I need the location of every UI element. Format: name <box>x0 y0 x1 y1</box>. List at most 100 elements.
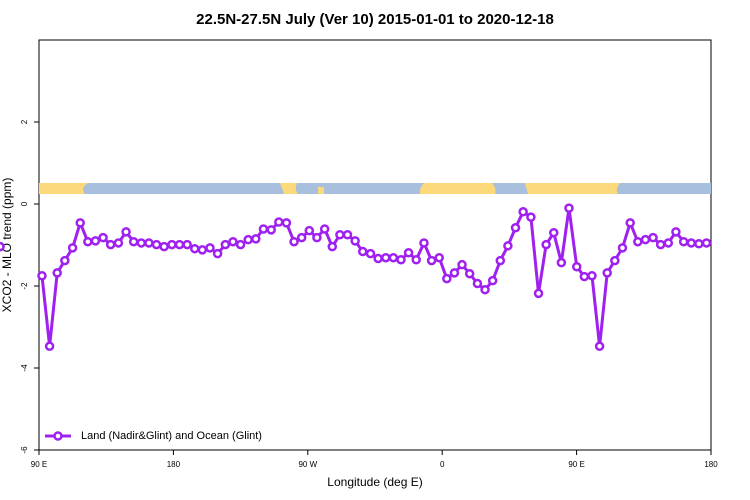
data-point <box>464 268 475 279</box>
data-point <box>37 271 47 281</box>
legend-label: Land (Nadir&Glint) and Ocean (Glint) <box>81 430 262 442</box>
data-point <box>274 217 284 227</box>
land-ocean-band <box>39 183 711 194</box>
data-point <box>174 239 185 250</box>
data-point <box>136 238 147 248</box>
data-point <box>556 257 567 268</box>
data-point <box>220 239 231 250</box>
data-point <box>663 238 674 248</box>
chart-title: 22.5N-27.5N July (Ver 10) 2015-01-01 to … <box>196 11 554 28</box>
x-tick-label: 180 <box>704 460 718 469</box>
x-tick-label: 90 W <box>298 460 317 469</box>
data-point <box>319 224 330 234</box>
data-point <box>640 234 651 245</box>
y-tick-label: 0 <box>20 201 29 206</box>
data-point <box>694 239 704 249</box>
data-point <box>327 241 338 252</box>
plot-frame <box>38 39 712 451</box>
data-point <box>182 239 192 250</box>
data-point <box>304 225 315 236</box>
data-point <box>90 236 101 246</box>
data-point <box>594 341 605 352</box>
data-point <box>495 255 506 266</box>
data-point <box>98 232 108 243</box>
data-point <box>113 238 124 248</box>
data-point <box>128 236 139 247</box>
data-point <box>44 341 55 352</box>
data-point <box>235 239 246 250</box>
data-point <box>75 218 85 228</box>
data-point <box>503 241 513 251</box>
y-tick-label: -4 <box>20 364 29 372</box>
data-point <box>480 284 490 295</box>
x-tick-label: 90 E <box>31 460 47 469</box>
data-point <box>602 268 612 278</box>
data-point <box>549 227 559 238</box>
data-point <box>358 246 368 257</box>
data-point <box>151 239 162 250</box>
data-point <box>526 212 536 222</box>
data-point <box>289 236 299 247</box>
data-point <box>457 259 467 270</box>
data-point <box>350 236 360 246</box>
data-point <box>144 238 154 248</box>
data-point <box>533 288 544 299</box>
data-point <box>212 248 223 259</box>
data-point <box>472 278 483 289</box>
data-point <box>655 239 666 250</box>
x-axis-label: Longitude (deg E) <box>327 475 422 489</box>
data-point <box>686 238 697 248</box>
data-point <box>312 232 322 243</box>
y-axis-label: XCO2 - MLO trend (ppm) <box>0 178 14 313</box>
data-point <box>335 230 345 240</box>
data-point <box>105 239 116 250</box>
data-point <box>678 236 689 247</box>
data-point <box>449 268 460 278</box>
data-point <box>60 255 70 266</box>
data-point <box>281 218 292 228</box>
data-point <box>251 234 261 244</box>
data-point <box>571 261 582 272</box>
data-point <box>365 248 376 259</box>
data-point <box>411 255 421 265</box>
data-point <box>205 243 215 253</box>
data-point <box>228 236 238 247</box>
data-point <box>625 218 635 228</box>
data-point <box>296 232 307 243</box>
data-point <box>197 245 208 255</box>
data-point <box>167 239 177 250</box>
data-point <box>381 252 391 263</box>
y-tick-label: -6 <box>20 446 29 454</box>
legend-marker <box>53 431 63 441</box>
data-point <box>396 255 406 265</box>
data-point <box>243 234 253 245</box>
data-point <box>52 268 62 278</box>
data-point <box>701 238 712 248</box>
x-tick-label: 90 E <box>568 460 584 469</box>
data-point <box>266 225 276 235</box>
y-tick-label: -2 <box>20 282 29 290</box>
x-tick-label: 180 <box>167 460 181 469</box>
data-point <box>617 243 628 253</box>
data-point <box>648 232 658 243</box>
data-point <box>541 239 551 250</box>
data-point <box>258 224 269 234</box>
data-point <box>419 238 429 248</box>
data-point <box>518 207 528 217</box>
data-point <box>587 271 597 281</box>
data-point <box>442 273 452 284</box>
data-point <box>373 253 383 264</box>
data-point <box>434 252 444 263</box>
data-point <box>426 255 437 266</box>
data-point <box>403 248 414 258</box>
data-point <box>342 230 353 240</box>
data-point <box>564 203 574 213</box>
data-point <box>633 236 643 247</box>
data-point <box>83 236 93 247</box>
data-point <box>190 243 200 254</box>
data-point <box>671 227 681 237</box>
data-point <box>121 227 131 237</box>
data-point <box>388 252 399 263</box>
data-point <box>0 241 5 252</box>
